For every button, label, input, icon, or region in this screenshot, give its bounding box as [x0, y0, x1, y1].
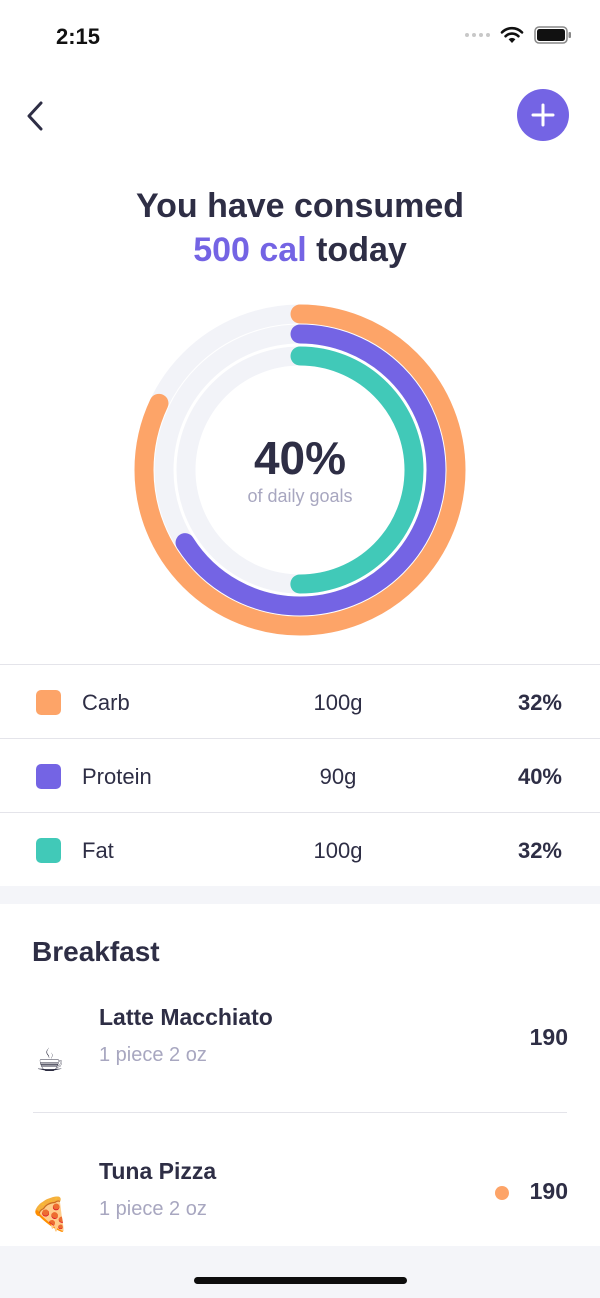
- bottom-band: [0, 1246, 600, 1298]
- status-bar: 2:15: [0, 0, 600, 76]
- meal-name: Latte Macchiato: [99, 1004, 273, 1030]
- status-time: 2:15: [56, 24, 101, 49]
- macro-amount: 90g: [319, 764, 357, 789]
- macro-row-carb: Carb 100g 32%: [0, 665, 600, 739]
- macro-progress-rings: [134, 304, 466, 636]
- headline-line2: 500 cal today: [0, 228, 600, 272]
- back-button[interactable]: [20, 96, 50, 136]
- meal-portion: 1 piece 2 oz: [99, 1044, 207, 1066]
- ring-progress-carb: [134, 304, 466, 636]
- add-button[interactable]: [517, 89, 569, 141]
- meal-item-latte[interactable]: ☕ Latte Macchiato 1 piece 2 oz 190: [0, 1000, 600, 1110]
- status-icons: [465, 26, 572, 44]
- headline-suffix: today: [306, 231, 407, 269]
- macro-percent: 32%: [517, 838, 562, 863]
- macro-name: Protein: [82, 764, 152, 789]
- fat-swatch: [36, 838, 61, 863]
- meal-divider: [33, 1112, 567, 1113]
- pizza-icon: 🍕: [30, 1196, 70, 1232]
- carb-swatch: [36, 690, 61, 715]
- daily-goal-percent: 40%: [253, 432, 347, 484]
- chevron-left-icon: [27, 101, 43, 131]
- ring-center: 40% of daily goals: [130, 430, 470, 507]
- plus-icon: [531, 103, 555, 127]
- meal-calories: 190: [529, 1178, 568, 1204]
- status-dot: [495, 1186, 509, 1200]
- home-indicator[interactable]: [194, 1277, 407, 1284]
- consumed-headline: You have consumed 500 cal today: [0, 184, 600, 272]
- calorie-total: 500 cal: [193, 231, 307, 269]
- macro-amount: 100g: [313, 838, 363, 863]
- macro-name: Fat: [82, 838, 114, 863]
- section-separator: [0, 886, 600, 904]
- protein-swatch: [36, 764, 61, 789]
- meal-item-tuna-pizza[interactable]: 🍕 Tuna Pizza 1 piece 2 oz 190: [0, 1154, 600, 1264]
- macro-name: Carb: [82, 690, 130, 715]
- macro-row-protein: Protein 90g 40%: [0, 739, 600, 813]
- coffee-icon: ☕: [35, 1042, 65, 1078]
- meal-name: Tuna Pizza: [99, 1158, 217, 1184]
- wifi-icon: [500, 26, 524, 43]
- ring-progress-fat: [176, 346, 424, 594]
- macro-percent: 40%: [517, 764, 562, 789]
- meal-portion: 1 piece 2 oz: [99, 1198, 207, 1220]
- macro-row-fat: Fat 100g 32%: [0, 813, 600, 887]
- battery-icon: [534, 26, 571, 44]
- daily-goal-caption: of daily goals: [247, 486, 353, 506]
- macro-percent: 32%: [517, 690, 562, 715]
- signal-icon: [465, 33, 490, 37]
- breakfast-title: Breakfast: [32, 936, 160, 967]
- macro-amount: 100g: [313, 690, 363, 715]
- headline-line1: You have consumed: [135, 187, 465, 225]
- meal-calories: 190: [529, 1024, 568, 1050]
- macro-table: Carb 100g 32% Protein 90g 40% Fat 100g 3…: [0, 664, 600, 887]
- ring-progress-protein: [154, 324, 446, 616]
